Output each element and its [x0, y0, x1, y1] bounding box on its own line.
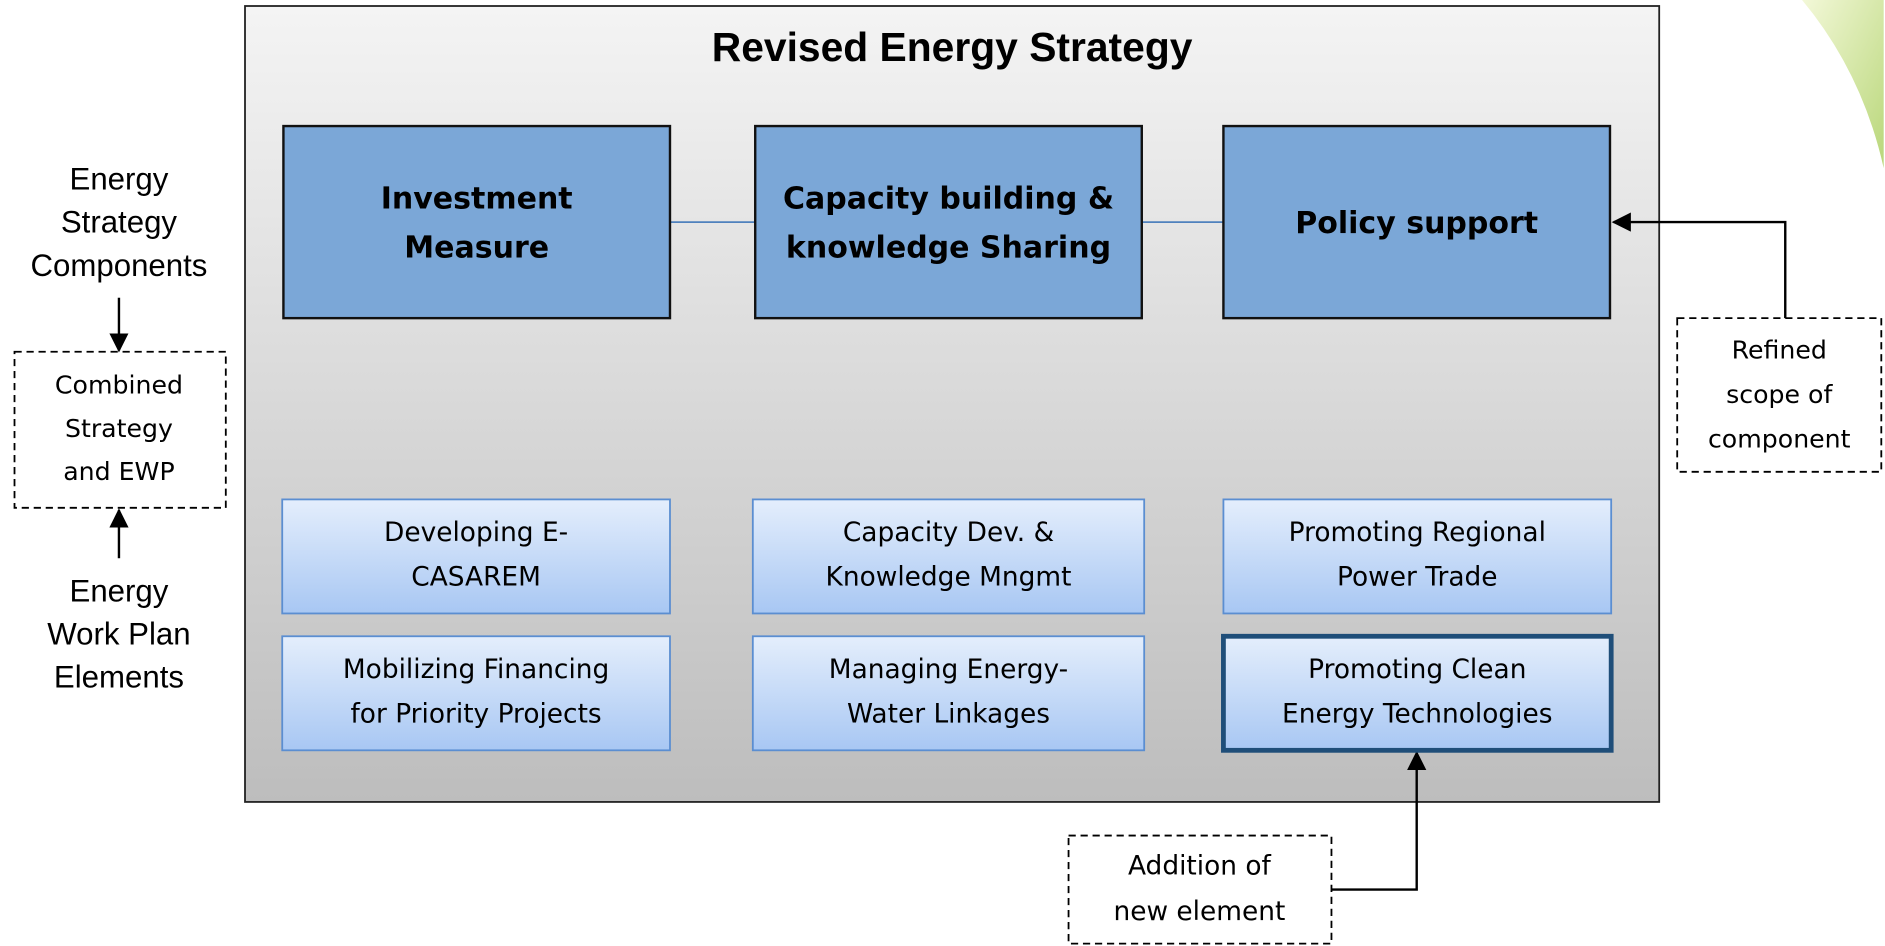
label: Energy [70, 573, 169, 608]
component-box [755, 126, 1142, 318]
title: Revised Energy Strategy [712, 24, 1193, 70]
label: Developing E- [384, 517, 568, 548]
label: Refined [1732, 336, 1827, 365]
label: Knowledge Mngmt [826, 562, 1072, 593]
label: and EWP [63, 457, 174, 486]
label: Water Linkages [847, 698, 1050, 729]
label: Strategy [61, 205, 178, 240]
label: Energy Technologies [1282, 698, 1552, 729]
label: Energy [70, 162, 169, 197]
label: Power Trade [1337, 562, 1498, 593]
label: Combined [55, 371, 183, 400]
label: Measure [404, 231, 549, 266]
label: new element [1113, 896, 1285, 927]
label: scope of [1726, 380, 1833, 409]
label: knowledge Sharing [786, 231, 1111, 266]
label: Elements [54, 660, 184, 695]
label: for Priority Projects [351, 698, 602, 729]
diagram: Revised Energy Strategy Investment Measur… [0, 0, 1885, 946]
label: Policy support [1295, 206, 1538, 241]
decoration [1802, 0, 1884, 168]
label: Managing Energy- [829, 654, 1068, 685]
label: Work Plan [47, 617, 190, 652]
label: Mobilizing Financing [343, 654, 609, 685]
label: Capacity building & [783, 181, 1114, 216]
label: Promoting Regional [1289, 517, 1546, 548]
label: Strategy [65, 414, 173, 443]
label: Capacity Dev. & [843, 517, 1054, 548]
component-box [283, 126, 670, 318]
label: Promoting Clean [1308, 654, 1526, 685]
label: Addition of [1128, 850, 1272, 881]
label: Investment [381, 181, 573, 216]
label: CASAREM [411, 562, 541, 593]
label: component [1708, 425, 1851, 454]
label: Components [30, 248, 207, 283]
